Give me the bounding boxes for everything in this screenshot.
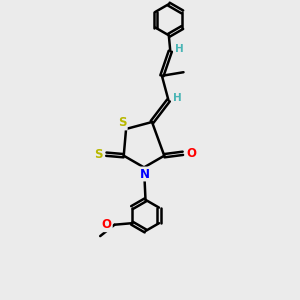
- Text: H: H: [173, 93, 182, 103]
- Text: O: O: [186, 147, 196, 160]
- Text: O: O: [102, 218, 112, 231]
- Text: S: S: [118, 116, 127, 130]
- Text: H: H: [175, 44, 184, 54]
- Text: N: N: [140, 167, 150, 181]
- Text: S: S: [94, 148, 102, 161]
